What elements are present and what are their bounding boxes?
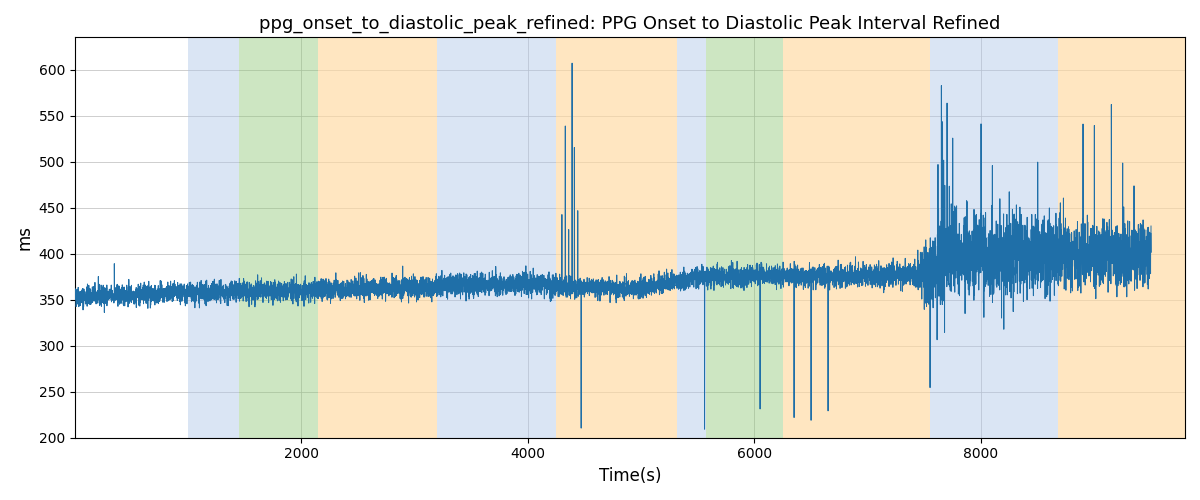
Bar — [678, 38, 706, 438]
Bar — [188, 38, 239, 438]
X-axis label: Time(s): Time(s) — [599, 467, 661, 485]
Bar — [318, 38, 437, 438]
Title: ppg_onset_to_diastolic_peak_refined: PPG Onset to Diastolic Peak Interval Refine: ppg_onset_to_diastolic_peak_refined: PPG… — [259, 15, 1001, 34]
Bar — [782, 38, 930, 438]
Bar — [556, 38, 678, 438]
Bar — [1058, 38, 1186, 438]
Bar — [74, 38, 188, 438]
Bar — [706, 38, 782, 438]
Bar — [239, 38, 318, 438]
Bar — [437, 38, 556, 438]
Y-axis label: ms: ms — [16, 225, 34, 250]
Bar — [930, 38, 1058, 438]
